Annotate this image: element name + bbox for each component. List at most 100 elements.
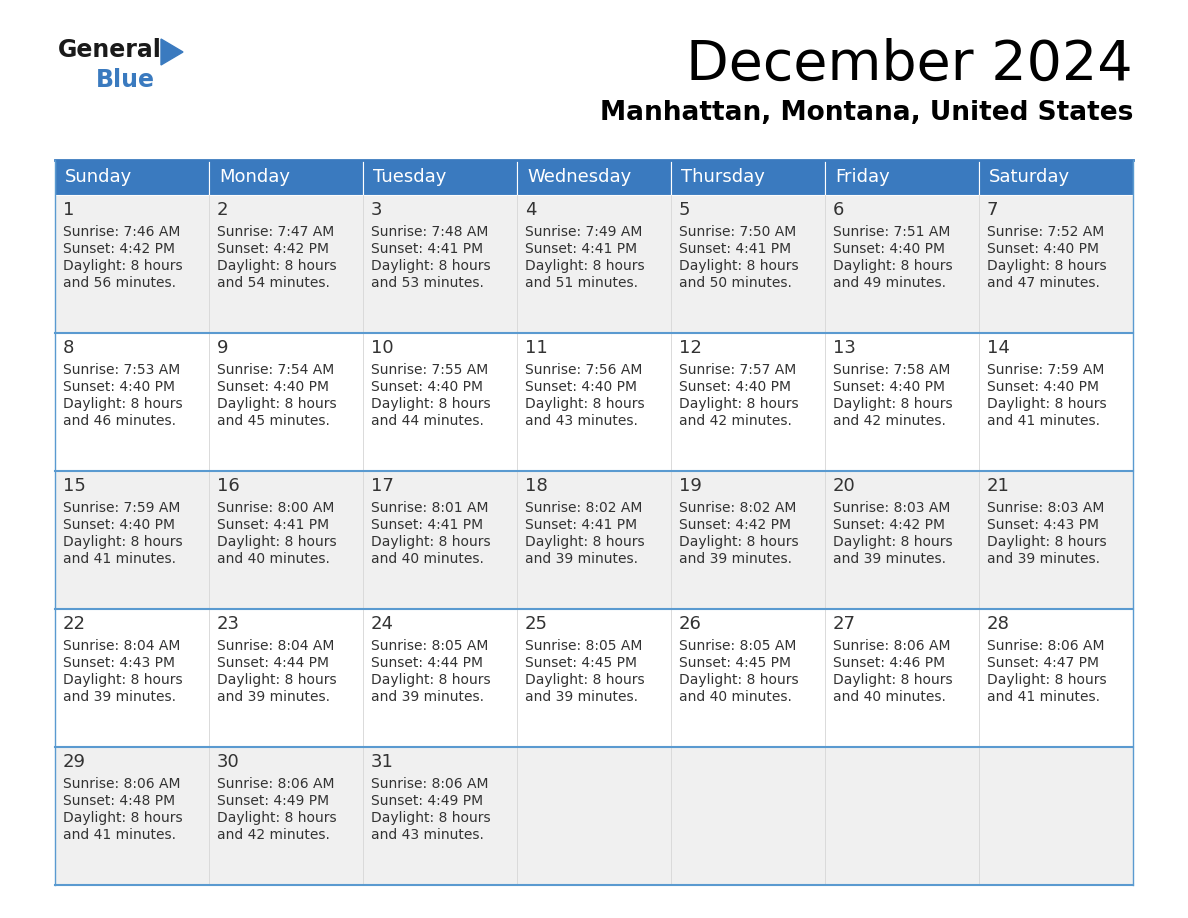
Text: Daylight: 8 hours: Daylight: 8 hours xyxy=(833,397,953,411)
Text: 18: 18 xyxy=(525,477,548,495)
Text: Daylight: 8 hours: Daylight: 8 hours xyxy=(63,397,183,411)
Text: Sunrise: 7:59 AM: Sunrise: 7:59 AM xyxy=(63,501,181,515)
Text: and 42 minutes.: and 42 minutes. xyxy=(680,414,792,428)
Bar xyxy=(824,609,979,747)
Text: Sunset: 4:40 PM: Sunset: 4:40 PM xyxy=(63,518,175,532)
Bar xyxy=(55,195,209,333)
Text: and 39 minutes.: and 39 minutes. xyxy=(217,690,330,704)
Bar xyxy=(517,333,671,471)
Text: and 42 minutes.: and 42 minutes. xyxy=(833,414,946,428)
Text: and 42 minutes.: and 42 minutes. xyxy=(217,828,330,842)
Bar xyxy=(517,160,671,195)
Text: Daylight: 8 hours: Daylight: 8 hours xyxy=(833,673,953,687)
Text: Sunrise: 7:54 AM: Sunrise: 7:54 AM xyxy=(217,363,334,377)
Text: Sunset: 4:40 PM: Sunset: 4:40 PM xyxy=(987,242,1099,256)
Text: Sunrise: 8:05 AM: Sunrise: 8:05 AM xyxy=(525,639,643,653)
Text: Sunset: 4:40 PM: Sunset: 4:40 PM xyxy=(63,380,175,394)
Text: Sunset: 4:43 PM: Sunset: 4:43 PM xyxy=(63,656,175,670)
Text: Sunrise: 7:59 AM: Sunrise: 7:59 AM xyxy=(987,363,1105,377)
Text: and 40 minutes.: and 40 minutes. xyxy=(680,690,792,704)
Text: 3: 3 xyxy=(371,201,383,219)
Text: Sunset: 4:40 PM: Sunset: 4:40 PM xyxy=(680,380,791,394)
Text: and 39 minutes.: and 39 minutes. xyxy=(371,690,484,704)
Text: Daylight: 8 hours: Daylight: 8 hours xyxy=(217,811,336,825)
Text: Sunrise: 8:00 AM: Sunrise: 8:00 AM xyxy=(217,501,334,515)
Text: Daylight: 8 hours: Daylight: 8 hours xyxy=(833,535,953,549)
Bar xyxy=(209,195,364,333)
Text: Daylight: 8 hours: Daylight: 8 hours xyxy=(217,673,336,687)
Text: 15: 15 xyxy=(63,477,86,495)
Text: Daylight: 8 hours: Daylight: 8 hours xyxy=(63,811,183,825)
Text: 12: 12 xyxy=(680,339,702,357)
Bar xyxy=(209,160,364,195)
Text: Daylight: 8 hours: Daylight: 8 hours xyxy=(833,259,953,273)
Text: Sunset: 4:42 PM: Sunset: 4:42 PM xyxy=(680,518,791,532)
Bar xyxy=(55,609,209,747)
Text: and 41 minutes.: and 41 minutes. xyxy=(987,690,1100,704)
Text: Sunset: 4:46 PM: Sunset: 4:46 PM xyxy=(833,656,946,670)
Text: December 2024: December 2024 xyxy=(687,38,1133,92)
Text: General: General xyxy=(58,38,162,62)
Text: Sunrise: 8:02 AM: Sunrise: 8:02 AM xyxy=(525,501,643,515)
Text: 30: 30 xyxy=(217,753,240,771)
Bar xyxy=(364,471,517,609)
Bar xyxy=(364,333,517,471)
Text: 16: 16 xyxy=(217,477,240,495)
Text: Manhattan, Montana, United States: Manhattan, Montana, United States xyxy=(600,100,1133,126)
Text: Sunset: 4:42 PM: Sunset: 4:42 PM xyxy=(217,242,329,256)
Text: Sunrise: 8:06 AM: Sunrise: 8:06 AM xyxy=(987,639,1105,653)
Text: 23: 23 xyxy=(217,615,240,633)
Bar xyxy=(517,609,671,747)
Bar xyxy=(517,471,671,609)
Text: Sunrise: 8:05 AM: Sunrise: 8:05 AM xyxy=(371,639,488,653)
Text: 26: 26 xyxy=(680,615,702,633)
Text: Sunrise: 8:06 AM: Sunrise: 8:06 AM xyxy=(371,777,488,791)
Text: Daylight: 8 hours: Daylight: 8 hours xyxy=(525,397,645,411)
Text: Sunset: 4:48 PM: Sunset: 4:48 PM xyxy=(63,794,175,808)
Bar xyxy=(979,160,1133,195)
Text: Sunset: 4:41 PM: Sunset: 4:41 PM xyxy=(680,242,791,256)
Text: and 39 minutes.: and 39 minutes. xyxy=(833,552,946,566)
Text: Sunrise: 7:58 AM: Sunrise: 7:58 AM xyxy=(833,363,950,377)
Text: and 41 minutes.: and 41 minutes. xyxy=(987,414,1100,428)
Text: Sunset: 4:41 PM: Sunset: 4:41 PM xyxy=(525,242,637,256)
Text: Sunset: 4:41 PM: Sunset: 4:41 PM xyxy=(525,518,637,532)
Text: 27: 27 xyxy=(833,615,857,633)
Text: Sunrise: 7:46 AM: Sunrise: 7:46 AM xyxy=(63,225,181,239)
Text: 8: 8 xyxy=(63,339,75,357)
Bar xyxy=(671,747,824,885)
Text: Sunset: 4:42 PM: Sunset: 4:42 PM xyxy=(63,242,175,256)
Text: and 39 minutes.: and 39 minutes. xyxy=(525,552,638,566)
Text: and 44 minutes.: and 44 minutes. xyxy=(371,414,484,428)
Text: Daylight: 8 hours: Daylight: 8 hours xyxy=(680,259,798,273)
Text: Sunset: 4:40 PM: Sunset: 4:40 PM xyxy=(217,380,329,394)
Text: and 51 minutes.: and 51 minutes. xyxy=(525,276,638,290)
Text: Sunset: 4:40 PM: Sunset: 4:40 PM xyxy=(833,380,944,394)
Text: 11: 11 xyxy=(525,339,548,357)
Bar xyxy=(671,160,824,195)
Text: 10: 10 xyxy=(371,339,393,357)
Text: Daylight: 8 hours: Daylight: 8 hours xyxy=(987,535,1107,549)
Text: Tuesday: Tuesday xyxy=(373,169,447,186)
Bar xyxy=(209,747,364,885)
Text: 6: 6 xyxy=(833,201,845,219)
Text: and 54 minutes.: and 54 minutes. xyxy=(217,276,330,290)
Text: and 53 minutes.: and 53 minutes. xyxy=(371,276,484,290)
Polygon shape xyxy=(162,39,183,65)
Text: 22: 22 xyxy=(63,615,86,633)
Text: and 40 minutes.: and 40 minutes. xyxy=(833,690,946,704)
Text: Sunset: 4:41 PM: Sunset: 4:41 PM xyxy=(371,242,484,256)
Bar xyxy=(979,471,1133,609)
Text: Sunset: 4:40 PM: Sunset: 4:40 PM xyxy=(371,380,484,394)
Bar xyxy=(824,195,979,333)
Text: 5: 5 xyxy=(680,201,690,219)
Bar xyxy=(209,333,364,471)
Text: Sunset: 4:44 PM: Sunset: 4:44 PM xyxy=(217,656,329,670)
Text: and 45 minutes.: and 45 minutes. xyxy=(217,414,330,428)
Bar xyxy=(824,747,979,885)
Text: Friday: Friday xyxy=(835,169,890,186)
Text: and 39 minutes.: and 39 minutes. xyxy=(987,552,1100,566)
Text: and 40 minutes.: and 40 minutes. xyxy=(371,552,484,566)
Text: Sunrise: 7:53 AM: Sunrise: 7:53 AM xyxy=(63,363,181,377)
Text: Sunrise: 8:03 AM: Sunrise: 8:03 AM xyxy=(833,501,950,515)
